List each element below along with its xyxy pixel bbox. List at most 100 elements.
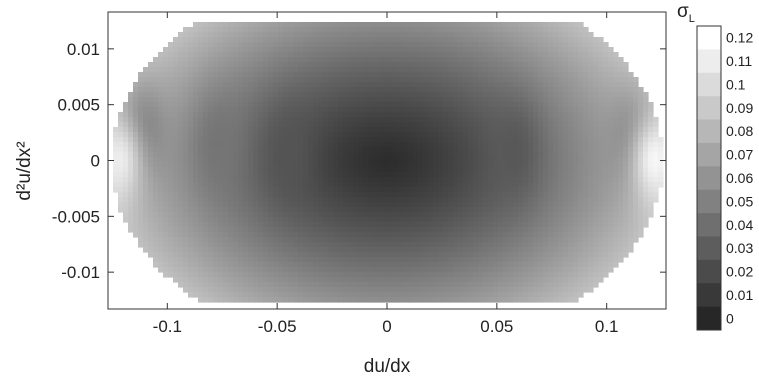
contour-cell bbox=[343, 92, 349, 98]
contour-cell bbox=[308, 227, 314, 233]
contour-cell bbox=[423, 112, 429, 118]
contour-cell bbox=[558, 222, 564, 228]
contour-cell bbox=[288, 82, 294, 88]
contour-cell bbox=[303, 247, 309, 253]
contour-cell bbox=[203, 292, 209, 298]
contour-cell bbox=[523, 182, 529, 188]
contour-cell bbox=[303, 42, 309, 48]
contour-cell bbox=[278, 147, 284, 153]
contour-cell bbox=[288, 107, 294, 113]
contour-cell bbox=[478, 82, 484, 88]
contour-cell bbox=[323, 107, 329, 113]
contour-cell bbox=[438, 227, 444, 233]
contour-cell bbox=[338, 77, 344, 83]
contour-cell bbox=[503, 232, 509, 238]
contour-cell bbox=[428, 47, 434, 53]
contour-cell bbox=[568, 222, 574, 228]
contour-cell bbox=[253, 142, 259, 148]
contour-cell bbox=[568, 242, 574, 248]
contour-cell bbox=[263, 107, 269, 113]
contour-cell bbox=[308, 207, 314, 213]
contour-cell bbox=[373, 212, 379, 218]
contour-cell bbox=[563, 282, 569, 288]
contour-cell bbox=[373, 87, 379, 93]
contour-cell bbox=[573, 212, 579, 218]
contour-cell bbox=[413, 157, 419, 163]
contour-cell bbox=[173, 222, 179, 228]
contour-cell bbox=[258, 142, 264, 148]
contour-cell bbox=[528, 142, 534, 148]
contour-cell bbox=[218, 197, 224, 203]
contour-cell bbox=[543, 267, 549, 273]
contour-cell bbox=[218, 162, 224, 168]
contour-cell bbox=[428, 297, 434, 303]
contour-cell bbox=[428, 287, 434, 293]
contour-cell bbox=[408, 267, 414, 273]
contour-cell bbox=[453, 192, 459, 198]
contour-cell bbox=[258, 147, 264, 153]
contour-cell bbox=[533, 282, 539, 288]
contour-cell bbox=[268, 62, 274, 68]
contour-cell bbox=[513, 77, 519, 83]
contour-cell bbox=[383, 287, 389, 293]
contour-cell bbox=[363, 77, 369, 83]
contour-cell bbox=[348, 247, 354, 253]
contour-cell bbox=[213, 67, 219, 73]
contour-cell bbox=[268, 247, 274, 253]
contour-cell bbox=[268, 227, 274, 233]
contour-cell bbox=[453, 297, 459, 303]
contour-cell bbox=[478, 117, 484, 123]
contour-cell bbox=[353, 152, 359, 158]
contour-cell bbox=[553, 182, 559, 188]
contour-cell bbox=[443, 242, 449, 248]
contour-cell bbox=[403, 127, 409, 133]
contour-cell bbox=[123, 102, 129, 108]
contour-cell bbox=[243, 107, 249, 113]
contour-cell bbox=[558, 247, 564, 253]
contour-cell bbox=[198, 147, 204, 153]
contour-cell bbox=[543, 122, 549, 128]
contour-cell bbox=[158, 192, 164, 198]
contour-cell bbox=[378, 152, 384, 158]
contour-cell bbox=[183, 257, 189, 263]
contour-cell bbox=[518, 137, 524, 143]
contour-cell bbox=[238, 172, 244, 178]
contour-cell bbox=[333, 167, 339, 173]
contour-cell bbox=[523, 207, 529, 213]
contour-cell bbox=[268, 82, 274, 88]
contour-cell bbox=[568, 182, 574, 188]
contour-cell bbox=[278, 267, 284, 273]
contour-cell bbox=[453, 232, 459, 238]
contour-cell bbox=[188, 82, 194, 88]
contour-cell bbox=[453, 132, 459, 138]
contour-cell bbox=[568, 262, 574, 268]
contour-cell bbox=[548, 212, 554, 218]
contour-cell bbox=[118, 207, 124, 213]
contour-cell bbox=[188, 192, 194, 198]
contour-cell bbox=[398, 162, 404, 168]
contour-cell bbox=[233, 232, 239, 238]
contour-cell bbox=[198, 297, 204, 303]
contour-cell bbox=[288, 127, 294, 133]
contour-cell bbox=[178, 227, 184, 233]
contour-cell bbox=[448, 147, 454, 153]
contour-cell bbox=[543, 217, 549, 223]
contour-cell bbox=[243, 232, 249, 238]
contour-cell bbox=[218, 167, 224, 173]
contour-cell bbox=[298, 287, 304, 293]
contour-cell bbox=[148, 202, 154, 208]
contour-cell bbox=[458, 42, 464, 48]
contour-cell bbox=[533, 287, 539, 293]
contour-cell bbox=[413, 142, 419, 148]
contour-cell bbox=[378, 212, 384, 218]
contour-cell bbox=[278, 292, 284, 298]
contour-cell bbox=[238, 207, 244, 213]
contour-cell bbox=[218, 187, 224, 193]
contour-cell bbox=[428, 37, 434, 43]
contour-cell bbox=[303, 47, 309, 53]
contour-cell bbox=[433, 192, 439, 198]
contour-cell bbox=[353, 72, 359, 78]
contour-cell bbox=[253, 222, 259, 228]
contour-cell bbox=[558, 137, 564, 143]
contour-cell bbox=[178, 282, 184, 288]
